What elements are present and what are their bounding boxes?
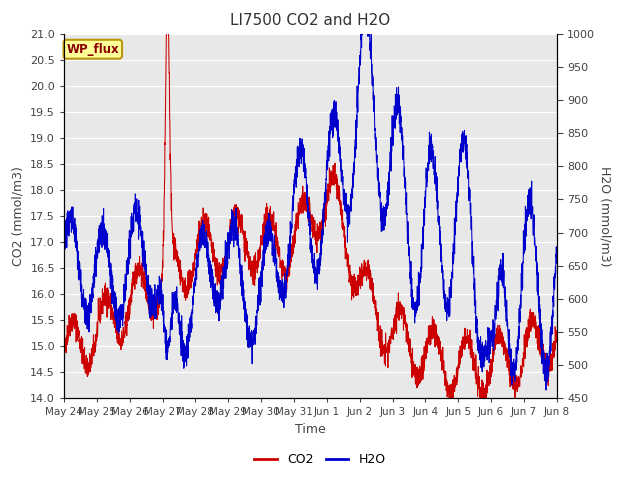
- Legend: CO2, H2O: CO2, H2O: [250, 448, 390, 471]
- Text: WP_flux: WP_flux: [67, 43, 119, 56]
- Y-axis label: H2O (mmol/m3): H2O (mmol/m3): [599, 166, 612, 266]
- Title: LI7500 CO2 and H2O: LI7500 CO2 and H2O: [230, 13, 390, 28]
- Y-axis label: CO2 (mmol/m3): CO2 (mmol/m3): [12, 166, 25, 266]
- X-axis label: Time: Time: [295, 423, 326, 436]
